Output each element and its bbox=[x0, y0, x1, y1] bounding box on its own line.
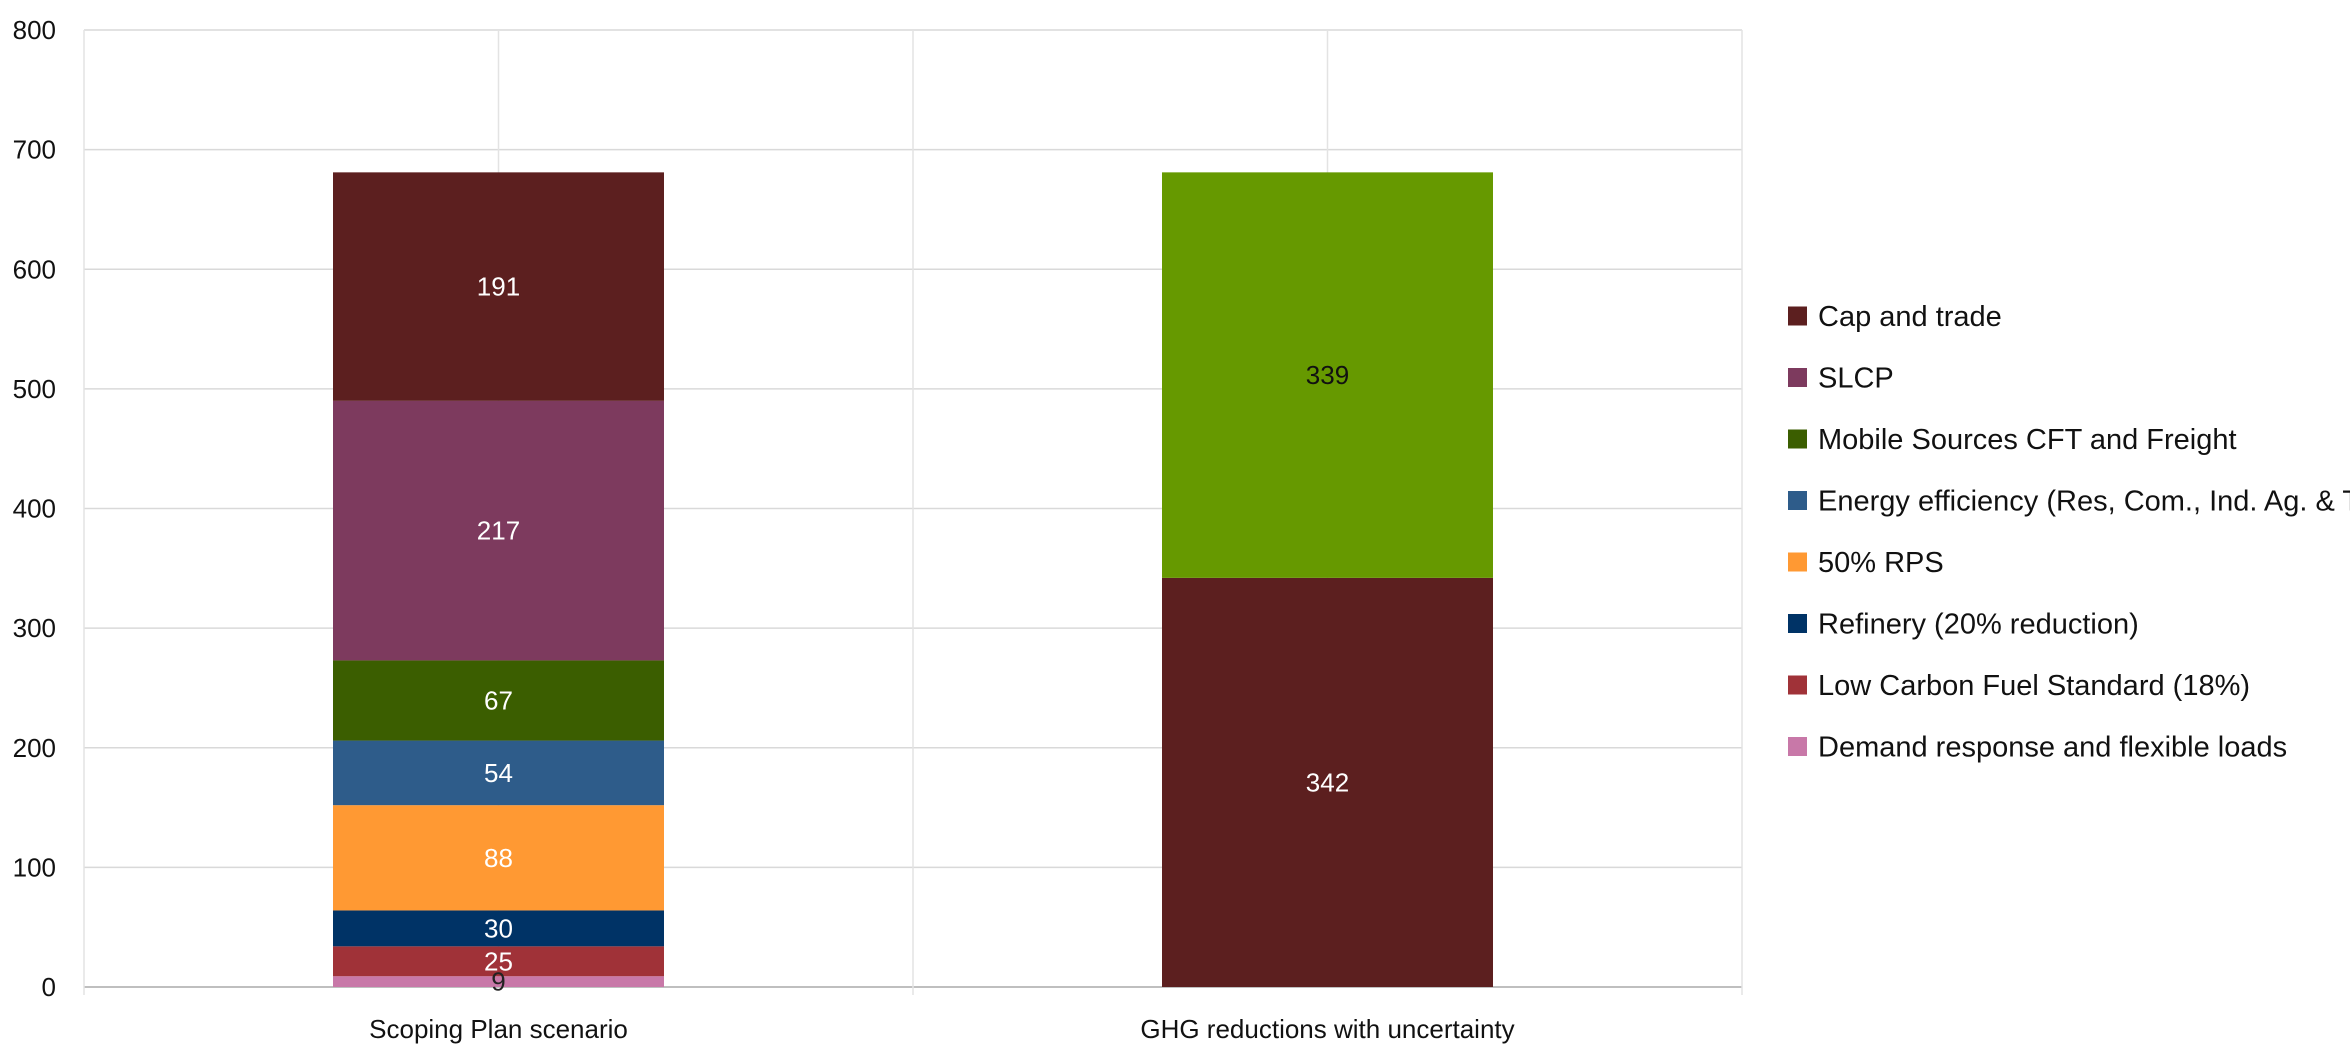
legend-item: Cap and trade bbox=[1788, 301, 2002, 333]
data-label: 88 bbox=[484, 843, 513, 873]
legend: Cap and trade SLCP Mobile Sources CFT and … bbox=[1788, 301, 2350, 764]
legend-swatch bbox=[1788, 429, 1807, 449]
data-label: 342 bbox=[1306, 767, 1349, 797]
legend-label: Energy efficiency (Res, Com., Ind. Ag. &… bbox=[1818, 486, 2350, 518]
legend-swatch bbox=[1788, 675, 1807, 695]
data-label: 25 bbox=[484, 946, 513, 976]
bars bbox=[333, 172, 1493, 987]
legend-label: 50% RPS bbox=[1818, 547, 1944, 579]
bar-segment bbox=[333, 740, 664, 806]
y-tick-label: 700 bbox=[13, 135, 56, 165]
data-label: 54 bbox=[484, 758, 513, 788]
bar-segment bbox=[1162, 577, 1493, 987]
data-label: 67 bbox=[484, 685, 513, 715]
bar-segment bbox=[333, 946, 664, 977]
legend-label: Demand response and flexible loads bbox=[1818, 732, 2287, 764]
data-label: 30 bbox=[484, 913, 513, 943]
legend-swatch bbox=[1788, 614, 1807, 633]
y-tick-label: 300 bbox=[13, 613, 56, 643]
legend-label: Low Carbon Fuel Standard (18%) bbox=[1818, 670, 2250, 702]
x-category-label: GHG reductions with uncertainty bbox=[1140, 1014, 1514, 1044]
legend-item: Refinery (20% reduction) bbox=[1788, 609, 2139, 641]
x-category-label: Scoping Plan scenario bbox=[369, 1014, 628, 1044]
axes: 0 100 200 300 400 500 600 700 800 Scoping Plan sc… bbox=[13, 15, 1515, 1044]
legend-item: Low Carbon Fuel Standard (18%) bbox=[1788, 670, 2250, 702]
legend-label: Cap and trade bbox=[1818, 301, 2002, 333]
legend-item: 50% RPS bbox=[1788, 547, 1944, 579]
y-tick-label: 200 bbox=[13, 733, 56, 763]
legend-item: SLCP bbox=[1788, 363, 1894, 395]
bar-segment bbox=[333, 805, 664, 911]
y-tick-label: 500 bbox=[13, 374, 56, 404]
data-label: 191 bbox=[477, 272, 520, 302]
legend-item: Mobile Sources CFT and Freight bbox=[1788, 424, 2237, 456]
legend-swatch bbox=[1788, 737, 1807, 756]
legend-item: Energy efficiency (Res, Com., Ind. Ag. &… bbox=[1788, 486, 2350, 518]
legend-label: SLCP bbox=[1818, 363, 1894, 395]
bar-segment bbox=[333, 910, 664, 947]
bar-segment bbox=[333, 172, 664, 401]
legend-swatch bbox=[1788, 491, 1807, 510]
y-tick-label: 100 bbox=[13, 852, 56, 882]
y-tick-label: 600 bbox=[13, 254, 56, 284]
y-tick-label: 800 bbox=[13, 15, 56, 45]
legend-label: Mobile Sources CFT and Freight bbox=[1818, 424, 2237, 456]
bar-segment bbox=[1162, 172, 1493, 578]
legend-swatch bbox=[1788, 552, 1807, 572]
legend-item: Demand response and flexible loads bbox=[1788, 732, 2287, 764]
bar-segment bbox=[333, 400, 664, 661]
bar-segment bbox=[333, 976, 664, 987]
gridlines bbox=[83, 29, 1743, 995]
data-label: 9 bbox=[491, 967, 505, 997]
bar-segment bbox=[333, 660, 664, 741]
y-tick-label: 400 bbox=[13, 494, 56, 524]
data-label: 217 bbox=[477, 516, 520, 546]
legend-swatch bbox=[1788, 368, 1807, 387]
y-tick-label: 0 bbox=[42, 972, 56, 1002]
data-label: 339 bbox=[1306, 360, 1349, 390]
legend-swatch bbox=[1788, 306, 1807, 326]
legend-label: Refinery (20% reduction) bbox=[1818, 609, 2139, 641]
